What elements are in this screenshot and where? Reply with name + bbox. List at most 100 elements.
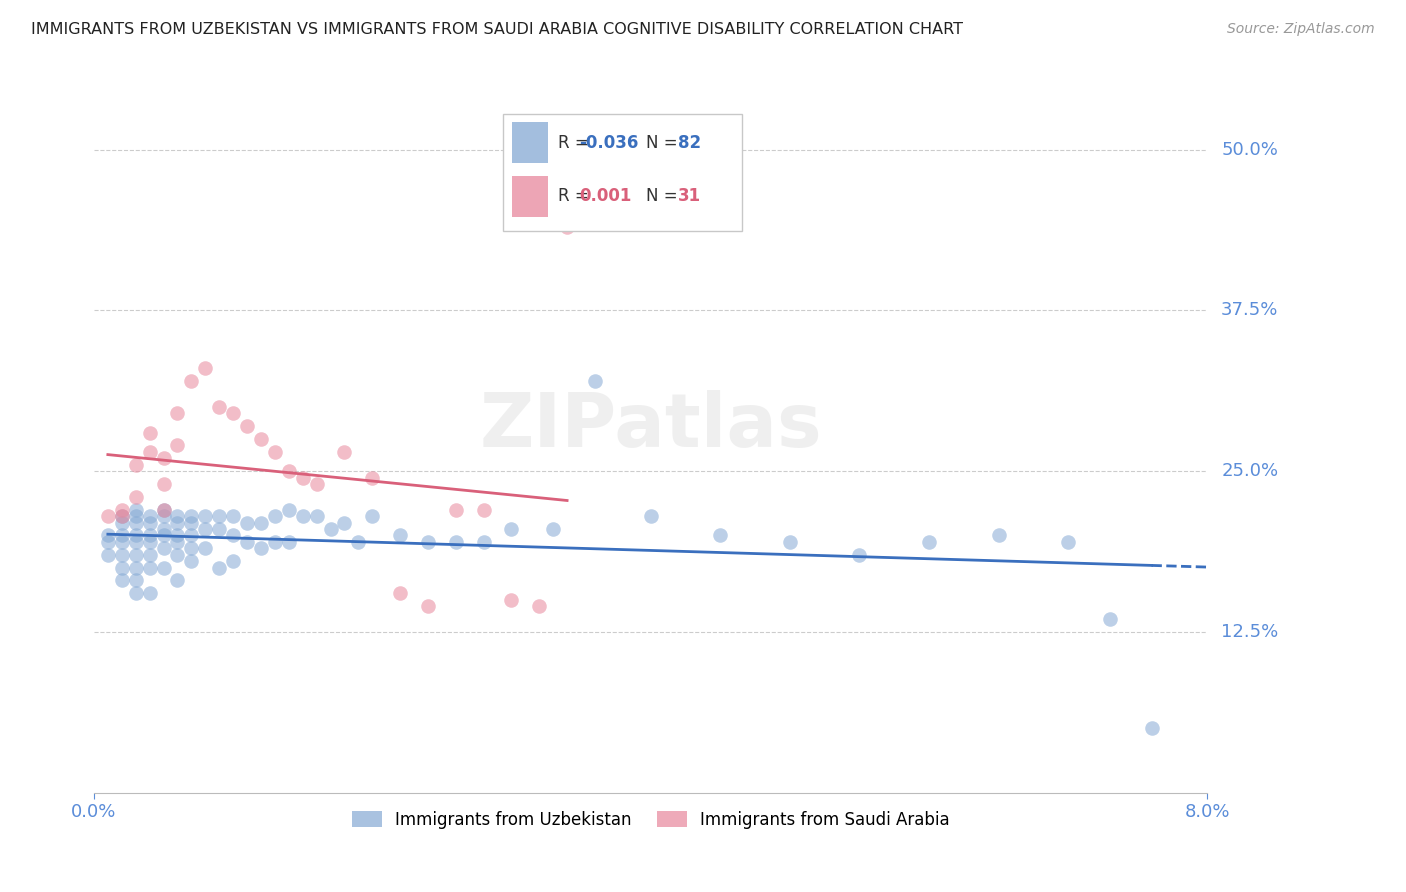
Point	[111, 548, 134, 562]
Point	[444, 534, 467, 549]
Text: Source: ZipAtlas.com: Source: ZipAtlas.com	[1227, 22, 1375, 37]
Point	[166, 528, 188, 542]
Point	[472, 534, 495, 549]
Point	[236, 534, 259, 549]
Point	[194, 541, 217, 556]
Point	[640, 509, 662, 524]
Point	[124, 516, 146, 530]
Point	[208, 560, 231, 574]
Point	[416, 534, 439, 549]
Point	[848, 548, 870, 562]
Point	[166, 534, 188, 549]
Point	[166, 438, 188, 452]
Point	[541, 522, 564, 536]
Point	[333, 516, 356, 530]
Point	[124, 458, 146, 472]
Point	[208, 400, 231, 414]
Point	[111, 528, 134, 542]
Text: N =: N =	[647, 187, 683, 205]
Point	[194, 509, 217, 524]
Point	[138, 548, 160, 562]
Point	[250, 541, 273, 556]
Point	[222, 509, 245, 524]
Point	[305, 509, 328, 524]
Point	[444, 502, 467, 516]
Point	[124, 502, 146, 516]
Point	[111, 509, 134, 524]
Point	[180, 516, 202, 530]
Point	[97, 528, 120, 542]
Point	[361, 509, 384, 524]
Point	[166, 509, 188, 524]
Point	[180, 554, 202, 568]
Point	[361, 470, 384, 484]
Point	[194, 522, 217, 536]
Point	[111, 560, 134, 574]
Point	[124, 509, 146, 524]
Point	[208, 522, 231, 536]
Point	[918, 534, 941, 549]
Point	[152, 502, 174, 516]
Text: IMMIGRANTS FROM UZBEKISTAN VS IMMIGRANTS FROM SAUDI ARABIA COGNITIVE DISABILITY : IMMIGRANTS FROM UZBEKISTAN VS IMMIGRANTS…	[31, 22, 963, 37]
Point	[277, 502, 299, 516]
Point	[277, 534, 299, 549]
Point	[779, 534, 801, 549]
Point	[263, 534, 285, 549]
Point	[250, 516, 273, 530]
Point	[124, 534, 146, 549]
Point	[166, 406, 188, 420]
Point	[152, 477, 174, 491]
Point	[222, 528, 245, 542]
Point	[319, 522, 342, 536]
Point	[291, 470, 314, 484]
Point	[263, 445, 285, 459]
Point	[97, 509, 120, 524]
Point	[250, 432, 273, 446]
Point	[97, 548, 120, 562]
Text: -0.036: -0.036	[579, 134, 638, 152]
Point	[166, 574, 188, 588]
Text: 0.001: 0.001	[579, 187, 631, 205]
Point	[180, 528, 202, 542]
Point	[138, 586, 160, 600]
Point	[166, 548, 188, 562]
Text: 12.5%: 12.5%	[1222, 623, 1278, 640]
Point	[1057, 534, 1080, 549]
Point	[97, 534, 120, 549]
Point	[111, 509, 134, 524]
Point	[1140, 722, 1163, 736]
Point	[208, 509, 231, 524]
Point	[124, 528, 146, 542]
Point	[529, 599, 551, 614]
Text: R =: R =	[558, 187, 593, 205]
Point	[389, 586, 412, 600]
Point	[555, 219, 578, 234]
Point	[152, 509, 174, 524]
Point	[152, 528, 174, 542]
Point	[180, 509, 202, 524]
Point	[138, 509, 160, 524]
Point	[277, 464, 299, 478]
Point	[305, 477, 328, 491]
Point	[138, 534, 160, 549]
Point	[166, 516, 188, 530]
Point	[1098, 612, 1121, 626]
Point	[111, 516, 134, 530]
Point	[111, 574, 134, 588]
Point	[124, 574, 146, 588]
Point	[347, 534, 370, 549]
Point	[501, 522, 523, 536]
Point	[501, 592, 523, 607]
Point	[111, 534, 134, 549]
Point	[124, 490, 146, 504]
Point	[291, 509, 314, 524]
Point	[709, 528, 731, 542]
Point	[180, 374, 202, 388]
Text: N =: N =	[647, 134, 683, 152]
Point	[222, 554, 245, 568]
Text: 50.0%: 50.0%	[1222, 141, 1278, 159]
Point	[138, 528, 160, 542]
Point	[263, 509, 285, 524]
Point	[472, 502, 495, 516]
Point	[152, 522, 174, 536]
